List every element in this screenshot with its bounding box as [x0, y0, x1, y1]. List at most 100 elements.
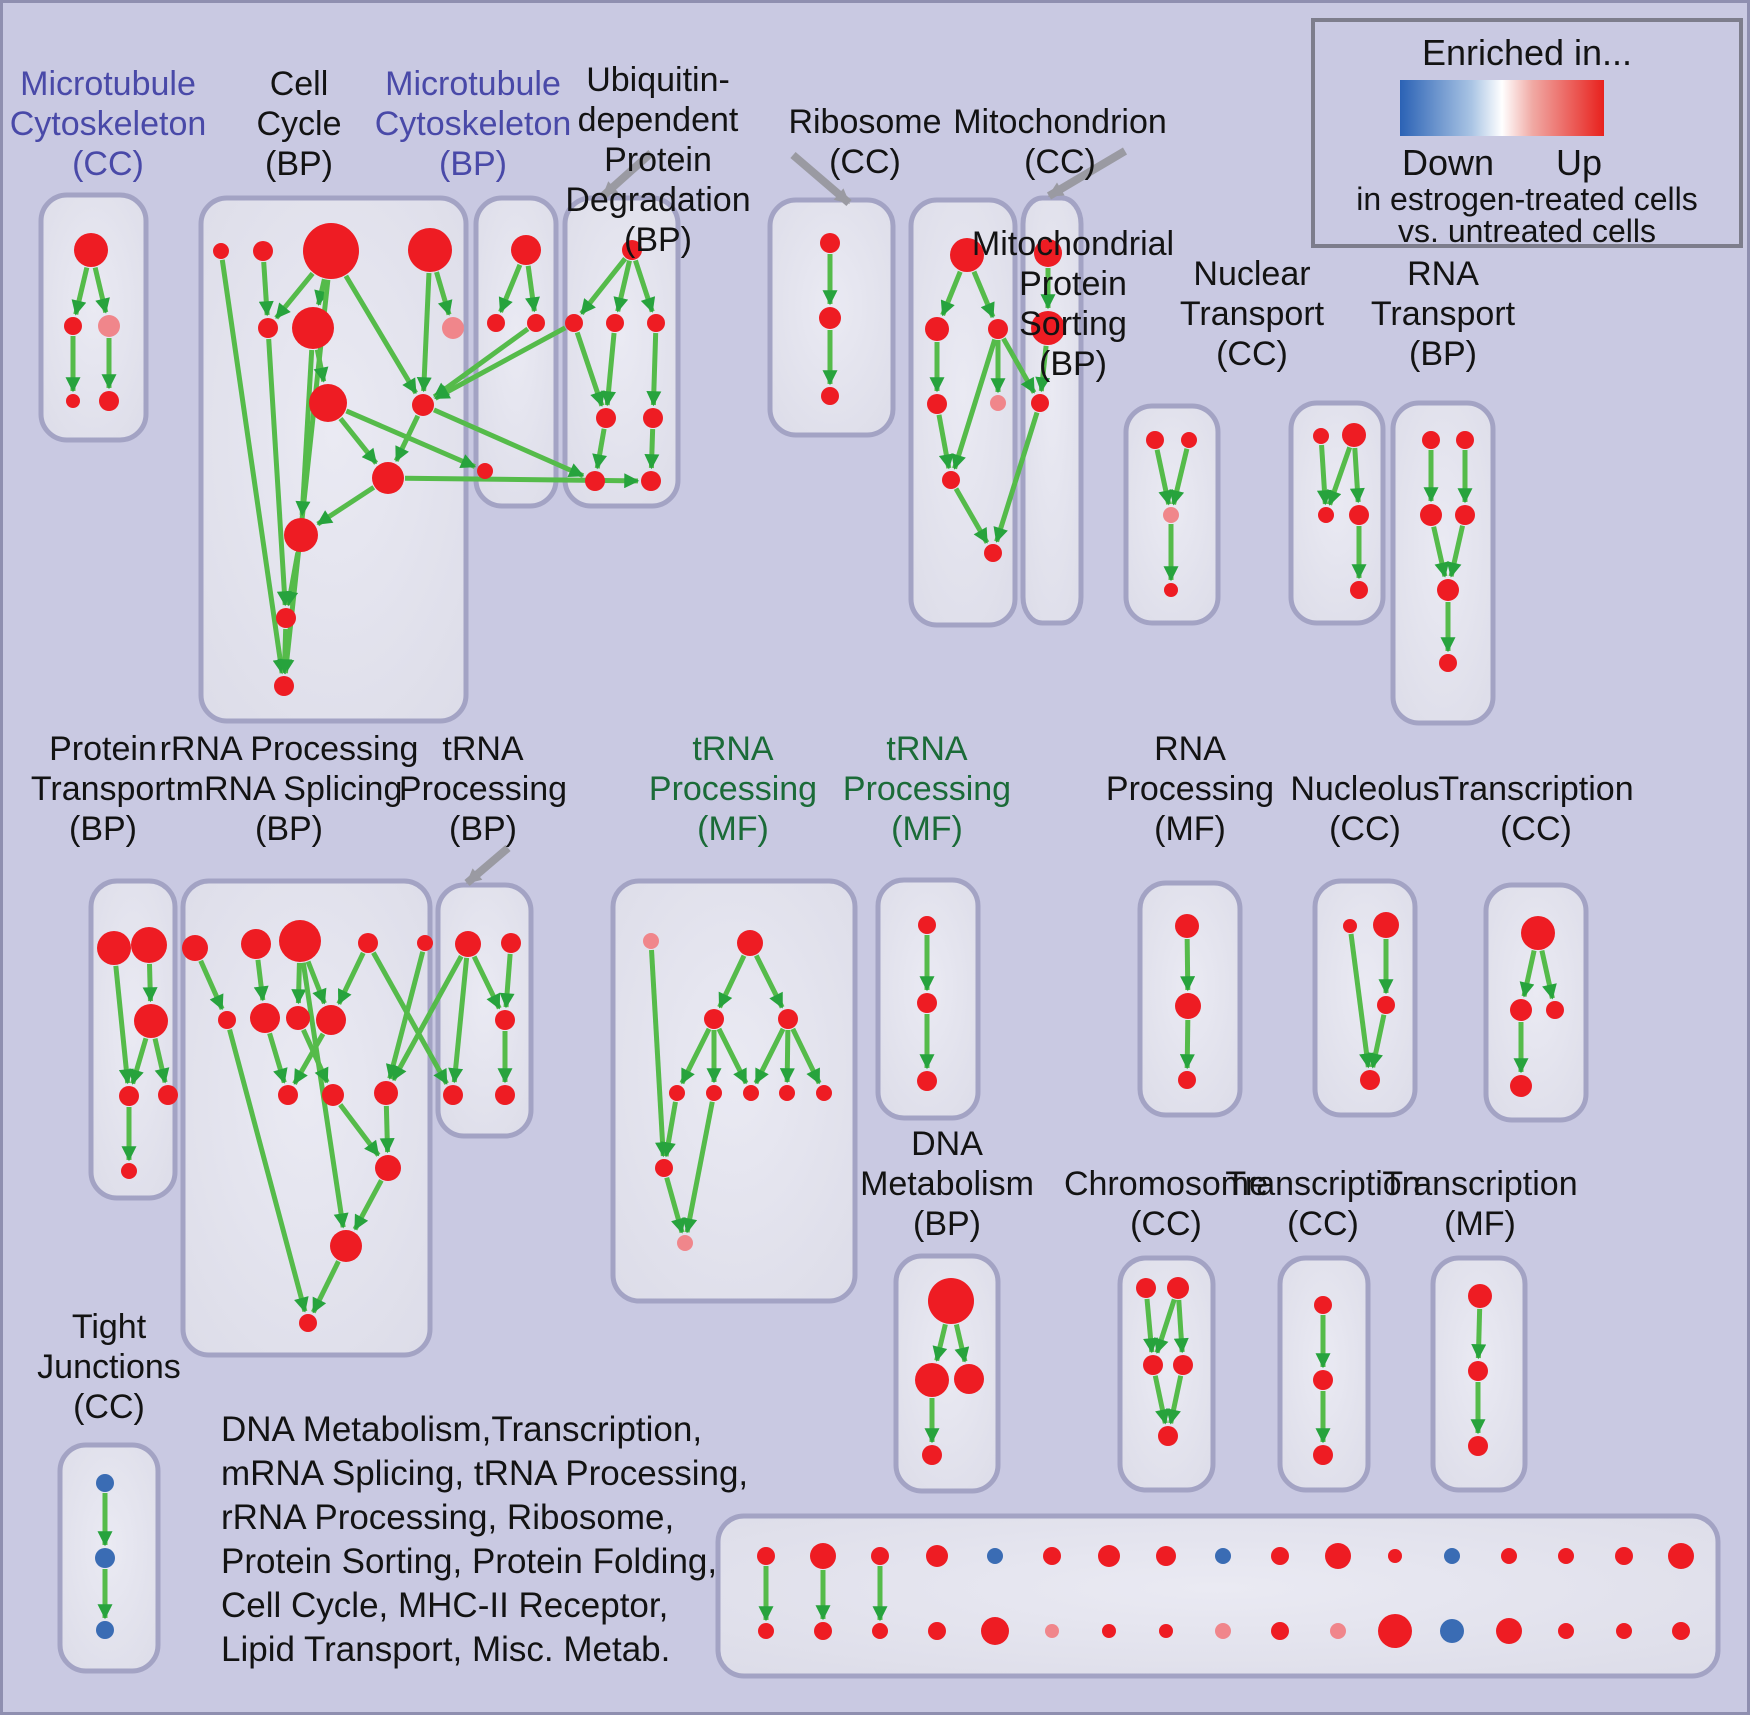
- edge: [345, 408, 477, 469]
- edge: [471, 955, 502, 1010]
- go-term-node-red: [757, 1547, 775, 1565]
- go-term-node-red: [918, 916, 936, 934]
- go-term-node-red: [737, 930, 763, 956]
- edge: [295, 349, 315, 517]
- go-term-node-red: [286, 1006, 310, 1030]
- go-term-node-red: [64, 317, 82, 335]
- go-term-node-red: [1143, 1355, 1163, 1375]
- go-term-node-red: [1501, 1548, 1517, 1564]
- go-term-node-red: [1164, 583, 1178, 597]
- go-term-node-red: [816, 1085, 832, 1101]
- go-term-node-red: [981, 1617, 1009, 1645]
- go-term-node-red: [814, 1622, 832, 1640]
- go-term-node-red: [258, 318, 278, 338]
- cluster-mps-label: Mitochondrial Protein Sorting (BP): [972, 225, 1174, 383]
- go-term-node-red: [1325, 1543, 1351, 1569]
- go-term-node-red: [871, 1547, 889, 1565]
- go-term-node-red: [274, 676, 294, 696]
- go-term-node-red: [821, 387, 839, 405]
- go-term-node-red: [284, 518, 318, 552]
- label-pointer-arrow-icon: [464, 844, 511, 887]
- go-term-node-red: [810, 1543, 836, 1569]
- edge: [314, 278, 329, 306]
- nodes-layer: [64, 223, 1694, 1648]
- go-term-node-red: [655, 1159, 673, 1177]
- go-term-node-red: [1102, 1624, 1116, 1638]
- merged-categories-text: DNA Metabolism,Transcription,: [221, 1410, 702, 1449]
- cluster-trna_bp-label: tRNA Processing (BP): [399, 730, 567, 848]
- edge: [682, 1101, 715, 1234]
- cluster-nuc_t-box: [1288, 400, 1386, 626]
- cluster-rrna-label: rRNA Processing mRNA Splicing (BP): [160, 730, 419, 848]
- go-term-node-red: [495, 1010, 515, 1030]
- go-term-node-red: [330, 1230, 362, 1262]
- cluster-trna_mf_big-label: tRNA Processing (MF): [649, 730, 817, 848]
- go-term-node-red: [74, 233, 108, 267]
- cluster-prot_t-label: Protein Transport (BP): [31, 730, 176, 848]
- merged-categories-text: rRNA Processing, Ribosome,: [221, 1498, 674, 1537]
- go-term-node-red: [596, 408, 616, 428]
- edge: [649, 949, 671, 1158]
- edge: [1519, 950, 1537, 998]
- edge: [940, 270, 963, 317]
- cluster-ubi_b-box: [562, 195, 681, 509]
- edge: [1368, 1014, 1387, 1069]
- go-term-node-red: [97, 931, 131, 965]
- cluster-trans_cc-label: Transcription (CC): [1438, 770, 1633, 848]
- edge: [1173, 1299, 1189, 1354]
- label-pointer-arrow-icon: [600, 150, 654, 199]
- go-term-node-red: [1672, 1622, 1690, 1640]
- go-term-node-red: [988, 319, 1008, 339]
- go-term-node-red: [706, 1085, 722, 1101]
- go-network-svg: Microtubule Cytoskeleton (CC) Cell Cycle (BP)…: [10, 18, 1743, 1679]
- go-term-node-red: [1313, 428, 1329, 444]
- cluster-mt_bp-label: Microtubule Cytoskeleton (BP): [375, 65, 572, 183]
- go-term-node-pink: [98, 315, 120, 337]
- go-term-node-red: [158, 1085, 178, 1105]
- go-term-node-red: [1350, 581, 1368, 599]
- go-term-node-red: [443, 1085, 463, 1105]
- go-term-node-red: [915, 1363, 949, 1397]
- go-term-node-red: [121, 1163, 137, 1179]
- labels-layer: Microtubule Cytoskeleton (CC) Cell Cycle (BP)…: [10, 18, 1743, 1669]
- edge: [71, 266, 90, 316]
- edge: [311, 1260, 341, 1314]
- go-term-node-red: [622, 240, 642, 260]
- go-term-node-red: [119, 1086, 139, 1106]
- go-term-node-red: [309, 384, 347, 422]
- edge: [1001, 337, 1037, 394]
- go-term-node-pink: [1045, 1624, 1059, 1638]
- go-term-node-red: [487, 314, 505, 332]
- go-term-node-red: [1031, 311, 1065, 345]
- go-term-node-blue: [1215, 1548, 1231, 1564]
- go-term-node-red: [819, 307, 841, 329]
- edge: [316, 485, 376, 527]
- edge: [1539, 950, 1557, 1000]
- merged-categories-text: Protein Sorting, Protein Folding,: [221, 1542, 717, 1581]
- go-term-node-red: [374, 1081, 398, 1105]
- edge: [779, 1029, 795, 1084]
- go-term-node-red: [241, 929, 271, 959]
- go-term-node-red: [322, 1084, 344, 1106]
- go-term-node-red: [501, 933, 521, 953]
- go-term-node-red: [1496, 1618, 1522, 1644]
- cluster-misc-box: [715, 1513, 1721, 1679]
- go-term-node-red: [704, 1009, 724, 1029]
- go-term-node-red: [1156, 1546, 1176, 1566]
- go-term-node-blue: [1440, 1619, 1464, 1643]
- edge: [142, 963, 158, 1003]
- go-term-node-red: [455, 931, 481, 957]
- edge: [434, 271, 453, 316]
- go-term-node-red: [743, 1085, 759, 1101]
- merged-categories-text: mRNA Splicing, tRNA Processing,: [221, 1454, 748, 1493]
- edge: [343, 274, 418, 395]
- go-term-node-red: [511, 235, 541, 265]
- cluster-chromosome-label: Chromosome (CC): [1064, 1165, 1268, 1243]
- edge: [1143, 1298, 1159, 1354]
- edge: [1327, 446, 1353, 506]
- go-term-node-red: [1456, 431, 1474, 449]
- edge: [291, 962, 307, 1005]
- go-term-node-red: [922, 1445, 942, 1465]
- edge: [644, 428, 660, 470]
- go-term-node-blue: [987, 1548, 1003, 1564]
